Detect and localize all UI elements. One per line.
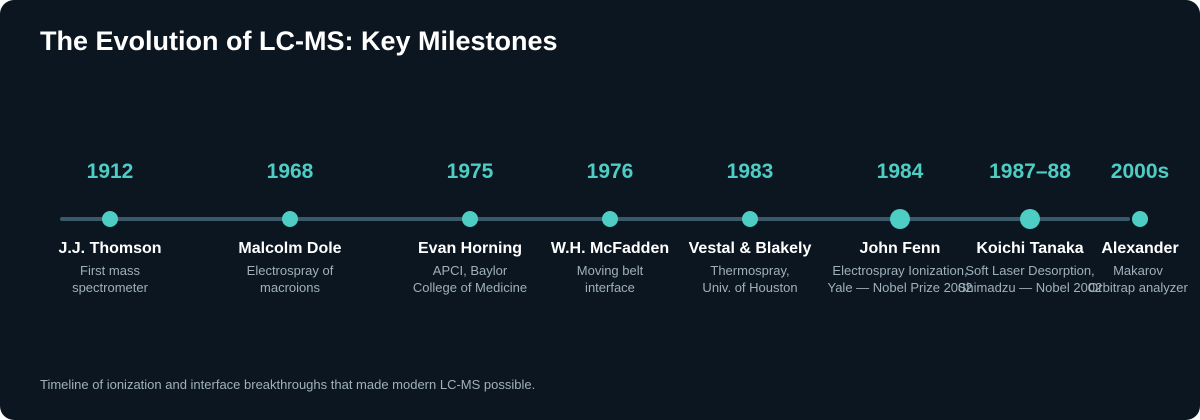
page-title: The Evolution of LC-MS: Key Milestones <box>40 26 558 56</box>
milestone-description: Moving belt interface <box>577 262 643 296</box>
milestone-description: First mass spectrometer <box>72 262 148 296</box>
milestone-marker <box>890 209 910 229</box>
milestone-name: Evan Horning <box>417 240 523 257</box>
milestone-year: 1976 <box>586 160 634 183</box>
milestone-description: Electrospray of macroions <box>247 262 334 296</box>
milestone-marker <box>1132 211 1148 227</box>
milestone-description-line: Electrospray of <box>246 263 334 278</box>
milestone-marker <box>1020 209 1040 229</box>
timeline-axis <box>60 217 1130 221</box>
milestone-description-line: macroions <box>260 280 320 295</box>
milestone-description: Thermospray, Univ. of Houston <box>702 262 797 296</box>
milestone-description-line: Orbitrap analyzer <box>1088 280 1188 295</box>
milestone-name: Alexander <box>1101 240 1179 257</box>
milestone-description-line: College of Medicine <box>412 280 528 295</box>
milestone-year: 1983 <box>726 160 774 183</box>
milestone-description: APCI, Baylor College of Medicine <box>413 262 527 296</box>
milestone-marker <box>462 211 478 227</box>
milestone-description-line: Soft Laser Desorption, <box>965 263 1095 278</box>
milestone-year: 1968 <box>266 160 314 183</box>
milestone-year: 1975 <box>446 160 494 183</box>
milestone-description: Soft Laser Desorption, Shimadzu — Nobel … <box>958 262 1103 296</box>
milestone-name: J.J. Thomson <box>58 240 162 257</box>
milestone-year: 1984 <box>876 160 924 183</box>
milestone-name: W.H. McFadden <box>550 240 670 257</box>
milestone-year: 1912 <box>86 160 134 183</box>
milestone-description-line: Electrospray Ionization, <box>832 263 968 278</box>
milestone-marker <box>102 211 118 227</box>
milestone-description: Makarov Orbitrap analyzer <box>1088 262 1188 296</box>
milestone-name: John Fenn <box>859 240 941 257</box>
milestone-year: 1987–88 <box>989 160 1071 183</box>
milestone-marker <box>282 211 298 227</box>
milestone-description-line: First mass <box>80 263 140 278</box>
milestone-description-line: interface <box>585 280 635 295</box>
milestone-marker <box>742 211 758 227</box>
milestone-name: Vestal & Blakely <box>688 240 812 257</box>
milestone-description-line: APCI, Baylor <box>432 263 508 278</box>
milestone-description-line: Univ. of Houston <box>702 280 798 295</box>
milestone-name: Koichi Tanaka <box>976 240 1084 257</box>
milestone-description-line: spectrometer <box>72 280 148 295</box>
milestone-description: Electrospray Ionization, Yale — Nobel Pr… <box>827 262 972 296</box>
milestone-description-line: Thermospray, <box>710 263 790 278</box>
milestone-marker <box>602 211 618 227</box>
milestone-year: 2000s <box>1110 160 1170 183</box>
milestone-description-line: Shimadzu — Nobel 2002 <box>957 280 1103 295</box>
milestone-name: Malcolm Dole <box>238 240 342 257</box>
timeline-caption: Timeline of ionization and interface bre… <box>40 377 536 392</box>
milestone-description-line: Makarov <box>1113 263 1163 278</box>
milestone-description-line: Yale — Nobel Prize 2002 <box>827 280 973 295</box>
milestone-description-line: Moving belt <box>576 263 644 278</box>
